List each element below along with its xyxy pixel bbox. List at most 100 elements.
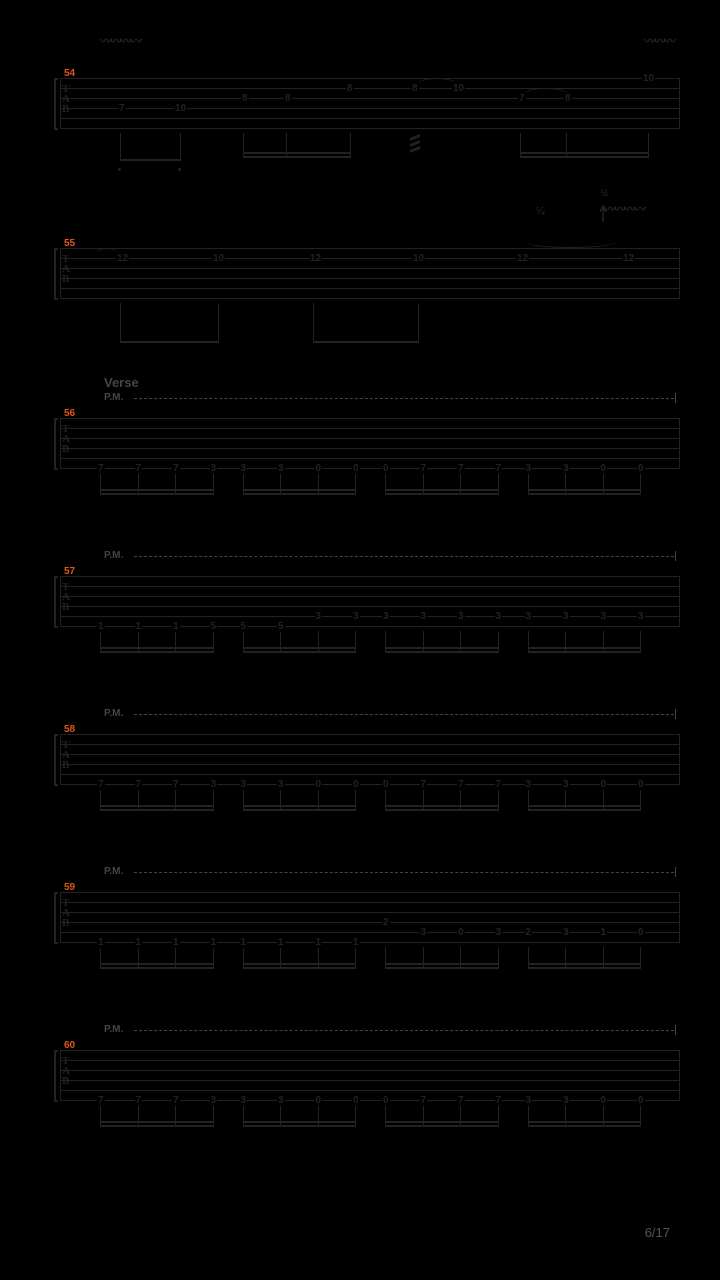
fret-note: 0 <box>315 780 323 790</box>
fret-note: 7 <box>457 464 465 474</box>
fret-note: 2 <box>525 928 533 938</box>
fret-note: 0 <box>637 928 645 938</box>
fret-note: 0 <box>600 464 608 474</box>
fret-note: 8 <box>241 94 249 104</box>
fret-note: 7 <box>97 780 105 790</box>
tie <box>524 88 568 100</box>
fret-note: 0 <box>637 780 645 790</box>
fret-note: 1 <box>277 938 285 948</box>
fret-note: 7 <box>172 780 180 790</box>
fret-note: 3 <box>277 464 285 474</box>
tab-staff: 1115553333333333 <box>60 576 680 626</box>
fret-note: 12 <box>309 254 322 264</box>
beam-group <box>243 133 350 153</box>
tremolo-mark <box>410 146 420 153</box>
fret-note: 10 <box>174 104 187 114</box>
fret-note: 10 <box>642 74 655 84</box>
fret-note: 1 <box>172 622 180 632</box>
measure-58: P.M.58TAB7773330007773300 <box>40 726 680 866</box>
fret-note: 3 <box>277 780 285 790</box>
fret-note: 1 <box>135 938 143 948</box>
pm-dash <box>134 1030 674 1031</box>
fret-note: 3 <box>600 612 608 622</box>
fret-note: 0 <box>352 464 360 474</box>
beam-group <box>385 947 498 967</box>
fret-note: 7 <box>97 464 105 474</box>
fret-note: 0 <box>382 1096 390 1106</box>
beam-group <box>243 1105 356 1125</box>
fret-note: 3 <box>525 464 533 474</box>
beam-group <box>100 1105 213 1125</box>
fret-note: 5 <box>210 622 218 632</box>
beam-group <box>385 1105 498 1125</box>
fret-note: 3 <box>562 612 570 622</box>
beam-group <box>243 473 356 493</box>
beam-group <box>100 947 213 967</box>
pm-label: P.M. <box>104 1024 123 1035</box>
fret-note: 5 <box>277 622 285 632</box>
beam-group <box>100 473 213 493</box>
pm-label: P.M. <box>104 392 123 403</box>
fret-note: 3 <box>562 1096 570 1106</box>
fret-note: 8 <box>411 84 419 94</box>
fret-note: 3 <box>637 612 645 622</box>
tie <box>418 78 456 90</box>
bend-label: ½ <box>600 188 608 199</box>
fret-note: 0 <box>637 464 645 474</box>
beam-group <box>100 631 213 651</box>
system-bracket <box>54 248 58 300</box>
fret-note: 3 <box>525 1096 533 1106</box>
fret-note: 12 <box>116 254 129 264</box>
system-bracket <box>54 1050 58 1102</box>
pm-label: P.M. <box>104 708 123 719</box>
fret-note: 7 <box>420 1096 428 1106</box>
beam-group <box>385 631 498 651</box>
fret-note: 0 <box>352 780 360 790</box>
beam-group <box>120 303 218 323</box>
pm-dash <box>134 398 674 399</box>
fret-note: 3 <box>420 928 428 938</box>
beam-group <box>120 133 180 153</box>
beam-group <box>528 473 641 493</box>
system-bracket <box>54 576 58 628</box>
measure-54: 〰〰〰〰 〰〰〰 54 TAB 7 10 8 8 8 8 10 7 8 10 <box>40 70 680 200</box>
measure-55: 〰〰〰〰 ¼ ½ 55 TAB 12 10 12 10 12 12 <box>40 240 680 370</box>
measure-60: P.M.60TAB7773330007773300 <box>40 1042 680 1182</box>
fret-note: 7 <box>135 464 143 474</box>
system-bracket <box>54 78 58 130</box>
fret-note: 7 <box>420 780 428 790</box>
fret-note: 3 <box>210 464 218 474</box>
bend-label: ¼ <box>536 206 544 217</box>
fret-note: 0 <box>457 928 465 938</box>
fret-note: 1 <box>97 938 105 948</box>
fret-note: 3 <box>352 612 360 622</box>
beam-group <box>385 789 498 809</box>
fret-note: 3 <box>315 612 323 622</box>
page-number: 6/17 <box>645 1225 670 1240</box>
fret-note: 7 <box>420 464 428 474</box>
beam-group <box>528 631 641 651</box>
fret-note: 0 <box>315 1096 323 1106</box>
fret-note: 0 <box>600 1096 608 1106</box>
fret-note: 3 <box>495 928 503 938</box>
system-bracket <box>54 418 58 470</box>
fret-note: 0 <box>352 1096 360 1106</box>
fret-note: 10 <box>212 254 225 264</box>
beam-group <box>520 133 648 153</box>
tab-staff: 7 10 8 8 8 8 10 7 8 10 <box>60 78 680 128</box>
fret-note: 8 <box>284 94 292 104</box>
fret-note: 3 <box>240 1096 248 1106</box>
bend-arrow <box>600 204 612 224</box>
fret-note: 3 <box>562 780 570 790</box>
tab-staff: 7773330007773300 <box>60 1050 680 1100</box>
pm-dash <box>134 872 674 873</box>
tab-staff: 12 10 12 10 12 12 <box>60 248 680 298</box>
beam-group <box>528 789 641 809</box>
fret-note: 7 <box>135 1096 143 1106</box>
tab-staff: 7773330007773300 <box>60 418 680 468</box>
tab-staff: 7773330007773300 <box>60 734 680 784</box>
fret-note: 7 <box>457 780 465 790</box>
measure-57: P.M.57TAB1115553333333333 <box>40 568 680 708</box>
pm-label: P.M. <box>104 550 123 561</box>
fret-note: 3 <box>210 1096 218 1106</box>
